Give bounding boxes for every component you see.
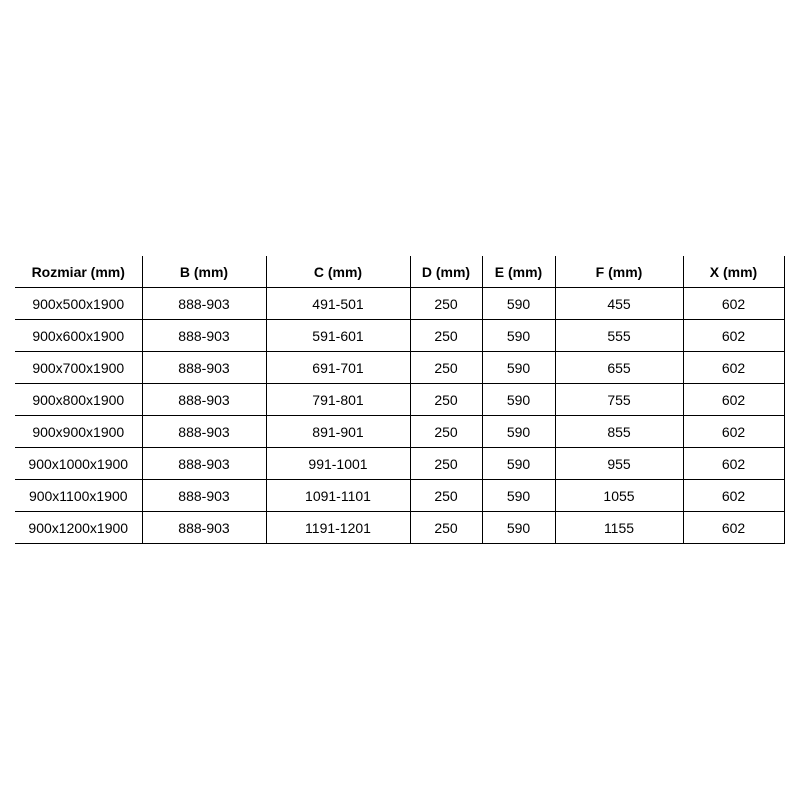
table-cell: 250 [410,511,483,544]
column-header: Rozmiar (mm) [15,256,143,288]
table-cell: 1055 [555,479,684,512]
table-cell: 888-903 [142,287,267,320]
table-cell: 590 [482,511,556,544]
table-cell: 900x900x1900 [15,415,143,448]
table-cell: 900x500x1900 [15,287,143,320]
table-cell: 250 [410,319,483,352]
table-cell: 491-501 [266,287,411,320]
table-cell: 1091-1101 [266,479,411,512]
table-cell: 888-903 [142,415,267,448]
table-cell: 250 [410,415,483,448]
table-cell: 602 [683,479,785,512]
dimensions-table: Rozmiar (mm) B (mm) C (mm) D (mm) E (mm) F (m… [15,256,785,544]
table-cell: 455 [555,287,684,320]
table-cell: 900x800x1900 [15,383,143,416]
column-header: D (mm) [410,256,483,288]
column-header: B (mm) [142,256,267,288]
table-cell: 888-903 [142,479,267,512]
table-cell: 888-903 [142,383,267,416]
table-cell: 991-1001 [266,447,411,480]
table-cell: 888-903 [142,319,267,352]
table-cell: 590 [482,319,556,352]
table-cell: 590 [482,351,556,384]
table-cell: 602 [683,511,785,544]
table-cell: 250 [410,383,483,416]
table-cell: 691-701 [266,351,411,384]
column-header: F (mm) [555,256,684,288]
table-cell: 900x1200x1900 [15,511,143,544]
table-cell: 590 [482,447,556,480]
table-cell: 900x1100x1900 [15,479,143,512]
table-cell: 655 [555,351,684,384]
table-cell: 955 [555,447,684,480]
table-cell: 602 [683,415,785,448]
table-cell: 250 [410,351,483,384]
table-cell: 250 [410,479,483,512]
table-row: 900x800x1900 888-903 791-801 250 590 755 602 [15,383,785,416]
table-cell: 1191-1201 [266,511,411,544]
table-row: 900x1200x1900 888-903 1191-1201 250 590 1155 6… [15,511,785,544]
table-cell: 602 [683,351,785,384]
table-cell: 602 [683,447,785,480]
table-cell: 602 [683,319,785,352]
table-cell: 900x600x1900 [15,319,143,352]
table-cell: 888-903 [142,351,267,384]
column-header: E (mm) [482,256,556,288]
column-header: X (mm) [683,256,785,288]
column-header: C (mm) [266,256,411,288]
table-cell: 791-801 [266,383,411,416]
table-cell: 755 [555,383,684,416]
table-cell: 590 [482,479,556,512]
table-cell: 590 [482,287,556,320]
table-cell: 900x1000x1900 [15,447,143,480]
table-cell: 888-903 [142,511,267,544]
table-row: 900x900x1900 888-903 891-901 250 590 855 602 [15,415,785,448]
table-cell: 591-601 [266,319,411,352]
table-cell: 891-901 [266,415,411,448]
table-cell: 1155 [555,511,684,544]
table-cell: 602 [683,383,785,416]
table-row: 900x600x1900 888-903 591-601 250 590 555 602 [15,319,785,352]
table-cell: 555 [555,319,684,352]
table-cell: 590 [482,415,556,448]
table-row: 900x1000x1900 888-903 991-1001 250 590 955 602 [15,447,785,480]
table-cell: 590 [482,383,556,416]
table-cell: 855 [555,415,684,448]
table-row: 900x500x1900 888-903 491-501 250 590 455 602 [15,287,785,320]
table-cell: 250 [410,447,483,480]
table-cell: 250 [410,287,483,320]
table-cell: 888-903 [142,447,267,480]
table-cell: 900x700x1900 [15,351,143,384]
table-row: 900x1100x1900 888-903 1091-1101 250 590 1055 6… [15,479,785,512]
table-row: 900x700x1900 888-903 691-701 250 590 655 602 [15,351,785,384]
table-header-row: Rozmiar (mm) B (mm) C (mm) D (mm) E (mm) F (m… [15,256,785,288]
table-cell: 602 [683,287,785,320]
